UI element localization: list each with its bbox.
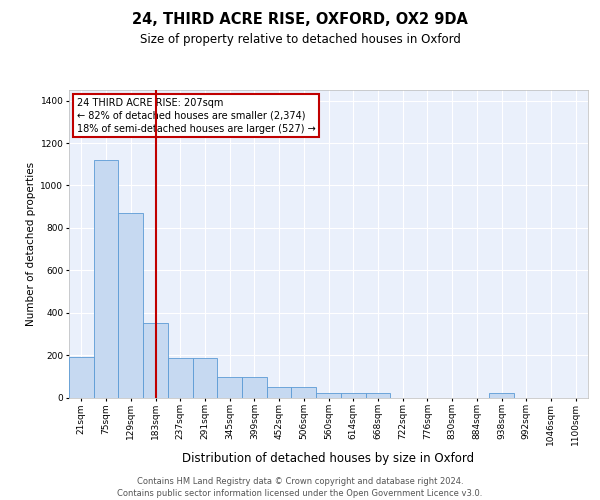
Bar <box>143 324 168 398</box>
Bar <box>292 387 316 398</box>
Bar <box>193 358 217 398</box>
Bar <box>267 387 292 398</box>
Text: 24, THIRD ACRE RISE, OXFORD, OX2 9DA: 24, THIRD ACRE RISE, OXFORD, OX2 9DA <box>132 12 468 28</box>
Bar <box>69 356 94 398</box>
Bar <box>489 393 514 398</box>
Bar <box>316 393 341 398</box>
Bar <box>94 160 118 398</box>
Bar <box>365 393 390 398</box>
Text: Size of property relative to detached houses in Oxford: Size of property relative to detached ho… <box>140 32 460 46</box>
Bar <box>217 377 242 398</box>
Bar <box>118 213 143 398</box>
X-axis label: Distribution of detached houses by size in Oxford: Distribution of detached houses by size … <box>182 452 475 465</box>
Y-axis label: Number of detached properties: Number of detached properties <box>26 162 36 326</box>
Bar <box>341 393 365 398</box>
Text: 24 THIRD ACRE RISE: 207sqm
← 82% of detached houses are smaller (2,374)
18% of s: 24 THIRD ACRE RISE: 207sqm ← 82% of deta… <box>77 98 316 134</box>
Text: Contains HM Land Registry data © Crown copyright and database right 2024.
Contai: Contains HM Land Registry data © Crown c… <box>118 476 482 498</box>
Bar <box>242 377 267 398</box>
Bar <box>168 358 193 398</box>
